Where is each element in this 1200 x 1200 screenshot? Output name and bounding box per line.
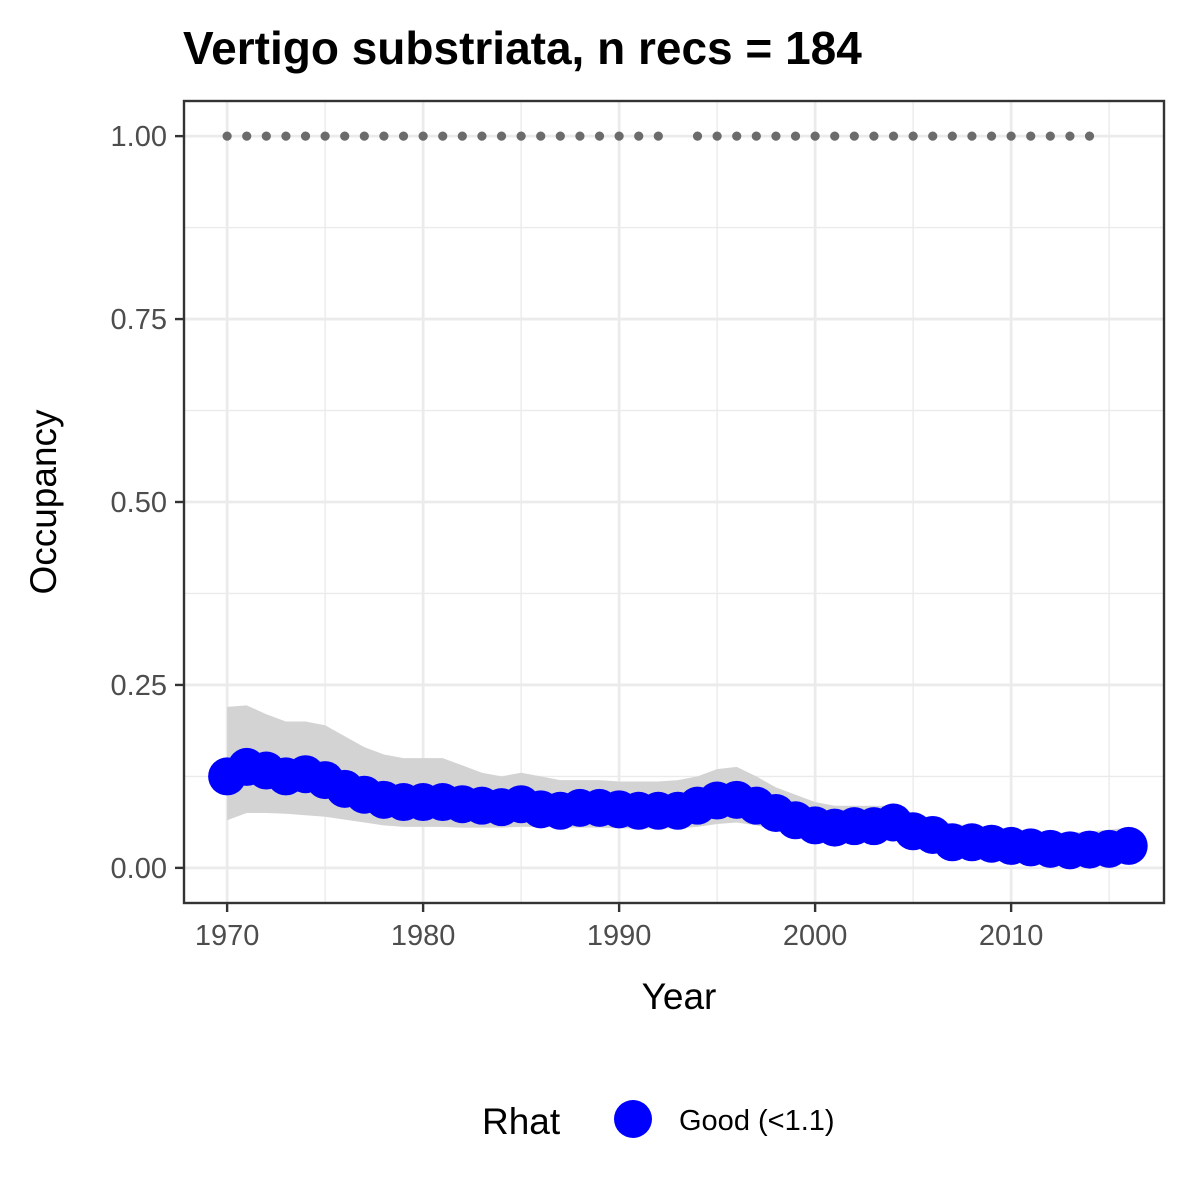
legend: Rhat Good (<1.1) [482, 1100, 835, 1142]
record-dot [418, 131, 428, 141]
record-dot [320, 131, 330, 141]
record-dot [1084, 131, 1095, 141]
record-dot [222, 131, 232, 141]
record-dot [555, 131, 565, 141]
legend-label-good: Good (<1.1) [679, 1105, 835, 1137]
record-dot [340, 131, 350, 141]
record-dot [810, 131, 820, 141]
x-axis: 1970 1980 1990 2000 2010 [195, 903, 1044, 952]
y-tick-label: 0.25 [111, 670, 167, 702]
record-dot [692, 131, 703, 141]
record-dot [438, 131, 448, 141]
y-tick-label: 1.00 [111, 121, 167, 153]
x-tick-label: 2010 [979, 920, 1044, 952]
record-dot [516, 131, 526, 141]
record-dot [536, 131, 546, 141]
occupancy-point [1109, 826, 1148, 865]
record-dot [496, 131, 507, 141]
record-dot [928, 131, 938, 141]
x-tick-label: 1980 [391, 920, 456, 952]
y-tick-label: 0.00 [111, 853, 167, 885]
record-dot [594, 131, 605, 141]
legend-key-good [614, 1100, 652, 1138]
record-dot [830, 131, 840, 141]
record-dot [634, 131, 644, 141]
record-dot [300, 131, 311, 141]
legend-title: Rhat [482, 1101, 561, 1142]
record-dot [653, 131, 663, 141]
record-dot [398, 131, 409, 141]
y-tick-label: 0.75 [111, 304, 167, 336]
x-tick-label: 1970 [195, 920, 260, 952]
record-dot [1006, 131, 1016, 141]
record-dot [1026, 131, 1036, 141]
record-dot [771, 131, 781, 141]
chart-title: Vertigo substriata, n recs = 184 [183, 22, 862, 74]
record-dot [457, 131, 467, 141]
record-dot [1065, 131, 1075, 141]
record-dot [751, 131, 761, 141]
record-dot [947, 131, 957, 141]
x-axis-title: Year [642, 976, 717, 1017]
record-dot [849, 131, 859, 141]
record-dot [359, 131, 369, 141]
x-tick-label: 1990 [587, 920, 652, 952]
record-dot [712, 131, 722, 141]
record-dot [281, 131, 291, 141]
record-dot [732, 131, 742, 141]
record-dot [242, 131, 252, 141]
record-dot [967, 131, 977, 141]
record-dot [986, 131, 997, 141]
record-dot [869, 131, 879, 141]
y-tick-label: 0.50 [111, 487, 167, 519]
record-dot [614, 131, 624, 141]
record-dot [477, 131, 487, 141]
record-dot [261, 131, 271, 141]
plot-panel [182, 99, 1166, 905]
record-dot [790, 131, 801, 141]
x-tick-label: 2000 [783, 920, 848, 952]
record-dot [379, 131, 389, 141]
record-dot [1045, 131, 1055, 141]
y-axis-title: Occupancy [23, 409, 64, 595]
y-axis: 0.00 0.25 0.50 0.75 1.00 [111, 121, 184, 885]
record-dot [575, 131, 585, 141]
record-dot [888, 131, 899, 141]
record-dot [908, 131, 918, 141]
